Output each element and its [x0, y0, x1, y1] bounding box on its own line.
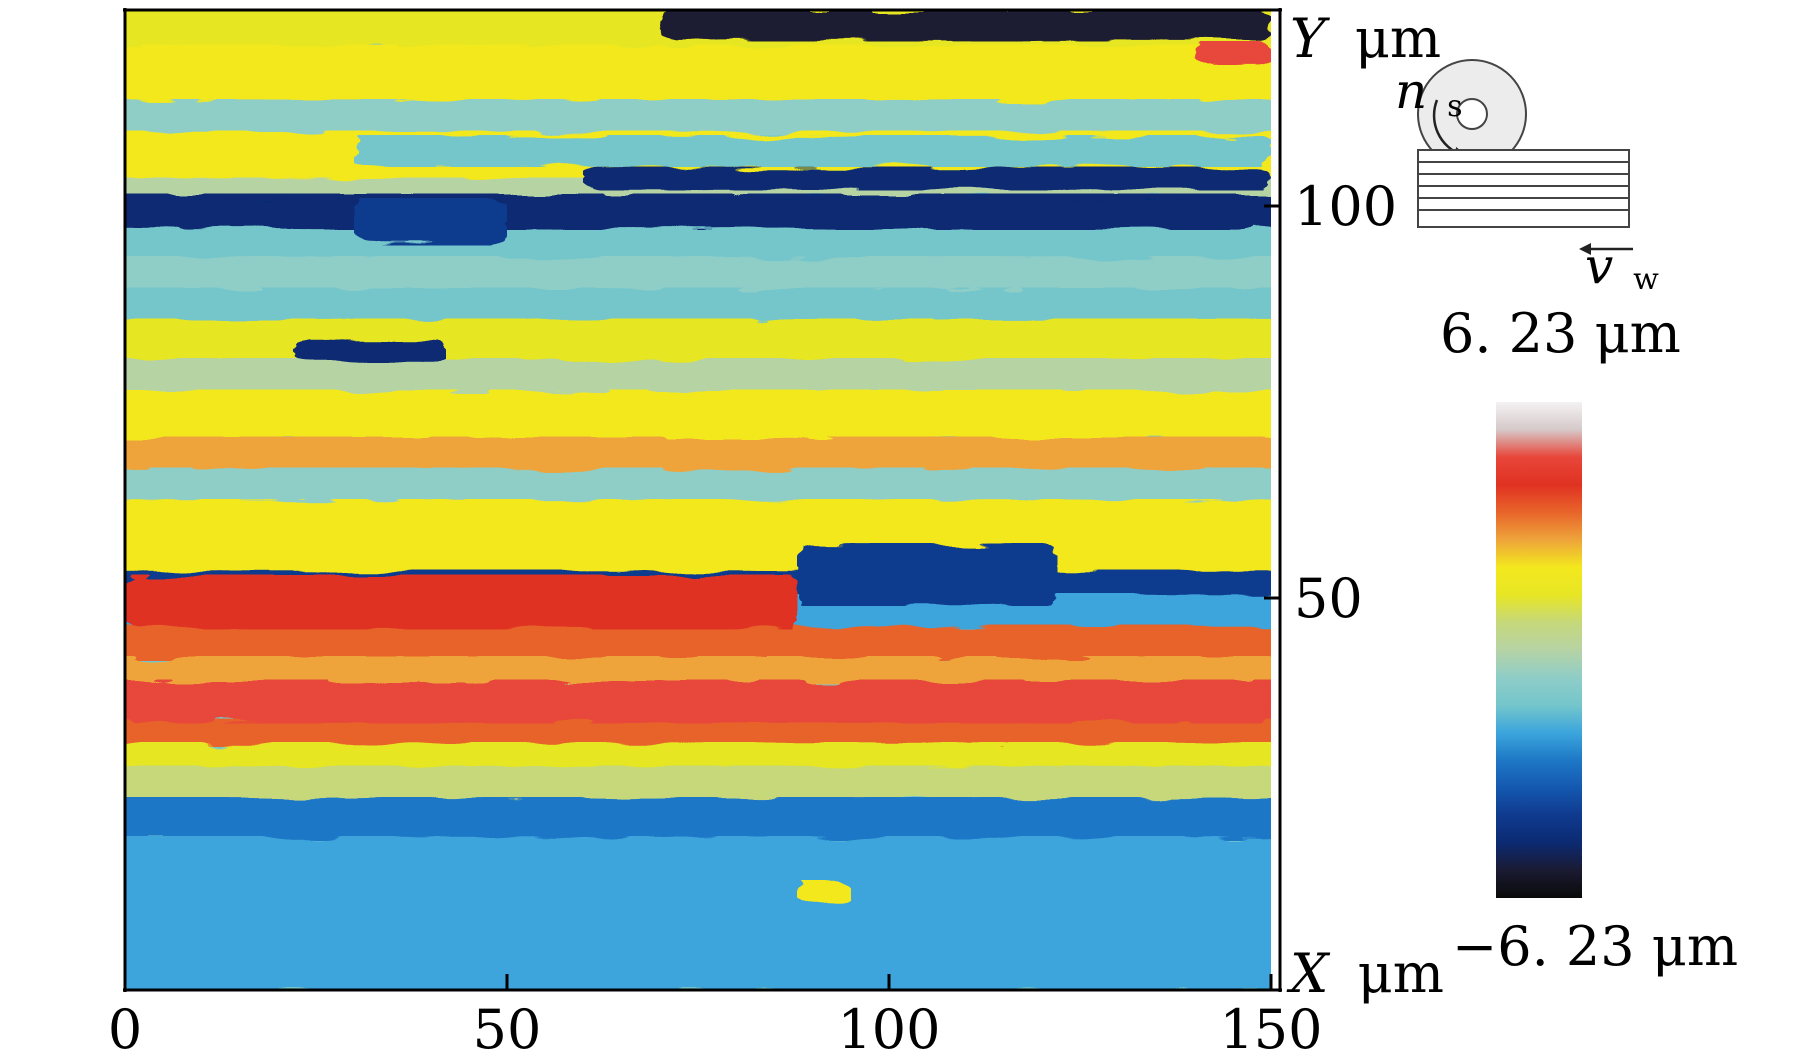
heatmap-feature	[797, 543, 1058, 606]
heatmap-band	[125, 358, 1271, 395]
feed-speed-sub: w	[1633, 262, 1659, 297]
heatmap-feature	[293, 339, 446, 363]
heatmap-band	[125, 538, 1271, 575]
heatmap-band	[125, 389, 1271, 442]
heatmap-feature	[1194, 41, 1271, 65]
heatmap-band	[125, 224, 1271, 261]
workpiece-layers-icon	[1417, 149, 1630, 228]
feed-speed-label: v w	[1585, 237, 1659, 297]
heatmap-feature	[170, 198, 1256, 230]
heatmap-feature	[125, 684, 1271, 724]
colorbar-min-label: −6. 23 μm	[1452, 915, 1738, 978]
heatmap-feature	[583, 166, 1271, 191]
heatmap-feature	[354, 198, 507, 246]
y-axis-ticks: 50 100	[1264, 175, 1397, 630]
heatmap-band	[125, 318, 1271, 363]
wheel-hub-icon	[1456, 98, 1488, 130]
x-tick-label: 100	[837, 998, 940, 1058]
spindle-speed-label: n s	[1395, 62, 1463, 124]
axes-frame	[123, 8, 1282, 992]
x-axis-ticks: 0 50 100 150	[108, 974, 1323, 1058]
feed-speed-var: v	[1585, 237, 1613, 295]
spindle-speed-var: n	[1395, 62, 1427, 120]
heatmap-band	[125, 256, 1271, 293]
heatmap-band	[125, 765, 1271, 802]
x-axis-unit: μm	[1358, 942, 1444, 1005]
heatmap-feature	[659, 10, 1271, 42]
y-tick-label: 50	[1294, 567, 1363, 630]
heatmap-feature	[797, 880, 851, 904]
heatmap-band	[125, 499, 1271, 544]
x-tick-label: 0	[108, 998, 142, 1058]
heatmap-band	[125, 467, 1271, 504]
heatmap-features	[125, 10, 1271, 990]
heatmap-feature	[125, 895, 355, 990]
y-axis-label: Y μm	[1290, 7, 1441, 70]
y-tick-label: 100	[1294, 175, 1397, 238]
heatmap-band	[125, 436, 1271, 473]
heatmap-band	[125, 287, 1271, 324]
heatmap-band	[125, 624, 1271, 661]
x-tick-label: 150	[1219, 998, 1322, 1058]
heatmap-plot	[125, 10, 1271, 990]
x-axis-label: X μm	[1286, 942, 1444, 1005]
heatmap-band	[125, 44, 1271, 105]
feed-arrowhead-icon	[1579, 243, 1591, 255]
colorbar-max-label: 6. 23 μm	[1440, 302, 1681, 365]
spindle-speed-sub: s	[1447, 89, 1462, 124]
colorbar-rect	[1496, 402, 1582, 898]
x-axis-var: X	[1286, 942, 1331, 1005]
y-axis-unit: μm	[1355, 7, 1441, 70]
colorbar: 6. 23 μm −6. 23 μm	[1440, 302, 1738, 978]
heatmap-band	[125, 797, 1271, 841]
y-axis-var: Y	[1290, 7, 1330, 70]
grinding-schematic: n s v w	[1395, 59, 1659, 297]
heatmap-band	[125, 99, 1271, 136]
x-tick-label: 50	[473, 998, 542, 1058]
heatmap-feature	[354, 135, 1271, 167]
heatmap-feature	[125, 574, 798, 630]
